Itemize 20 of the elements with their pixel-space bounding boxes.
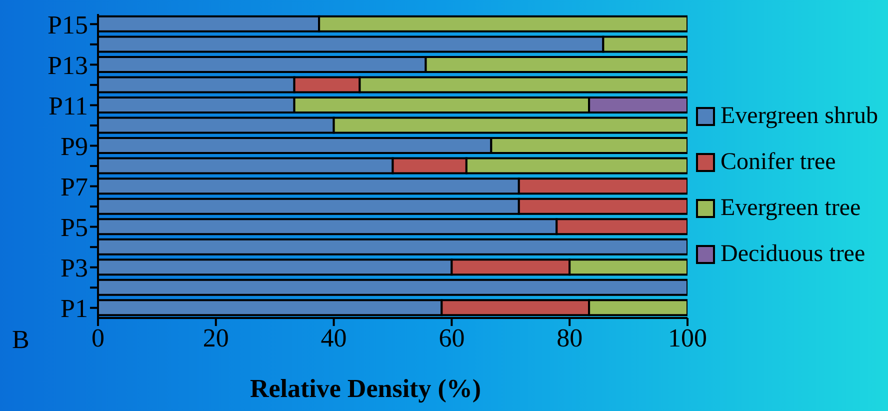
y-tick-label: P5 [60,213,88,242]
y-tick-label: P1 [60,294,88,324]
x-tick-label: 0 [92,323,104,352]
x-tick-label: 40 [320,323,347,352]
y-tick-label: P9 [60,132,88,161]
y-tick-label: P15 [48,10,88,40]
y-tick-label: P11 [48,91,88,120]
legend-label: Evergreen shrub [720,102,878,130]
text: B [12,325,30,355]
legend-label: Conifer tree [720,148,836,176]
x-tick-label: 80 [556,323,583,352]
y-tick-label: P3 [60,254,88,283]
x-tick-label: 60 [438,323,465,352]
y-tick-label: P13 [48,50,88,80]
y-tick-label: P7 [60,172,88,202]
legend-label: Evergreen tree [720,194,861,222]
x-axis-title: Relative Density (%) [248,374,482,404]
x-tick-label: 20 [202,323,229,352]
x-tick-label: 100 [668,323,707,352]
legend-label: Deciduous tree [720,240,866,268]
